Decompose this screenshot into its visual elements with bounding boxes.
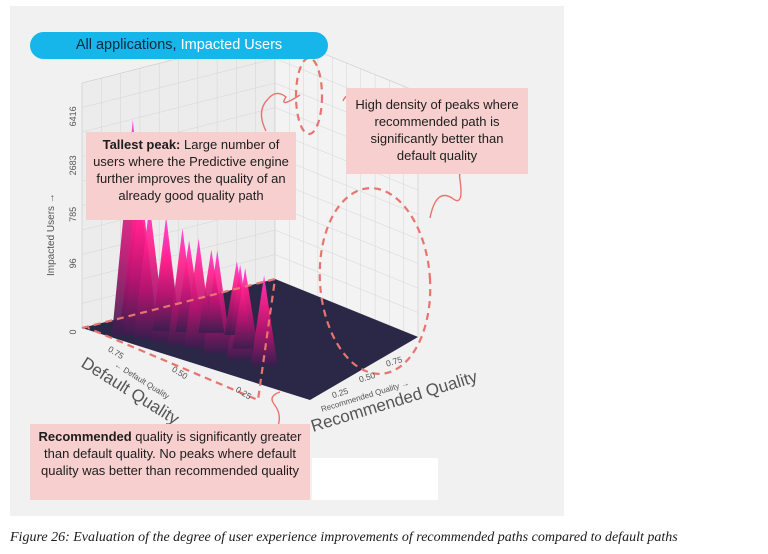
squiggle-bottom [271, 391, 281, 427]
callout-density-text: High density of peaks where recommended … [355, 97, 519, 163]
x-tick-label: 0.25 [331, 386, 350, 400]
z-tick-label: 96 [68, 258, 78, 268]
x-tick-label: 0.75 [385, 354, 404, 368]
z-tick-label: 2683 [68, 155, 78, 175]
y-tick-label: 0.50 [170, 364, 190, 381]
y-tick-label: 0.25 [234, 384, 254, 401]
blank-area [312, 458, 438, 500]
callout-recommended-bold: Recommended [38, 429, 132, 444]
callout-recommended-text: quality is significantly greater than de… [41, 429, 302, 478]
callout-high-density: High density of peaks where recommended … [346, 88, 528, 174]
z-tick-label: 785 [68, 207, 78, 222]
z-tick-label: 6416 [68, 106, 78, 126]
pill-text-part2: Impacted Users [180, 37, 283, 53]
dashed-ellipse-tallest [294, 56, 324, 136]
pill-text-part1: All applications, [75, 37, 181, 53]
surface-peak [232, 268, 259, 349]
surface-peak [198, 249, 225, 333]
dashed-ellipse-density [318, 187, 432, 375]
grid-line [274, 156, 419, 215]
z-axis-label: Impacted Users → [46, 193, 57, 276]
callout-tallest-bold: Tallest peak: [102, 137, 181, 152]
callout-tallest-peak: Tallest peak: Large number of users wher… [86, 132, 296, 220]
squiggle-left [260, 92, 301, 132]
grid-line [274, 180, 419, 240]
callout-recommended-quality: Recommended quality is significantly gre… [30, 424, 310, 500]
grid-line [274, 254, 419, 313]
x-tick-label: 0.50 [358, 370, 377, 384]
figure-caption: Figure 26: Evaluation of the degree of u… [10, 530, 678, 545]
grid-line [274, 229, 419, 289]
surface-peak [250, 275, 278, 366]
dashed-triangle-lower [81, 277, 277, 402]
grid-line [81, 58, 276, 108]
grid-line [274, 205, 419, 264]
grid-line [81, 82, 276, 133]
grid-line [81, 229, 276, 280]
chart-peaks [111, 119, 278, 366]
callout-tallest-text: Large number of users where the Predicti… [93, 137, 289, 203]
y-tick-label: 0.75 [106, 344, 126, 361]
z-tick-label: 0 [68, 329, 78, 334]
chart-title-pill: All applications, Impacted Users [30, 32, 328, 59]
